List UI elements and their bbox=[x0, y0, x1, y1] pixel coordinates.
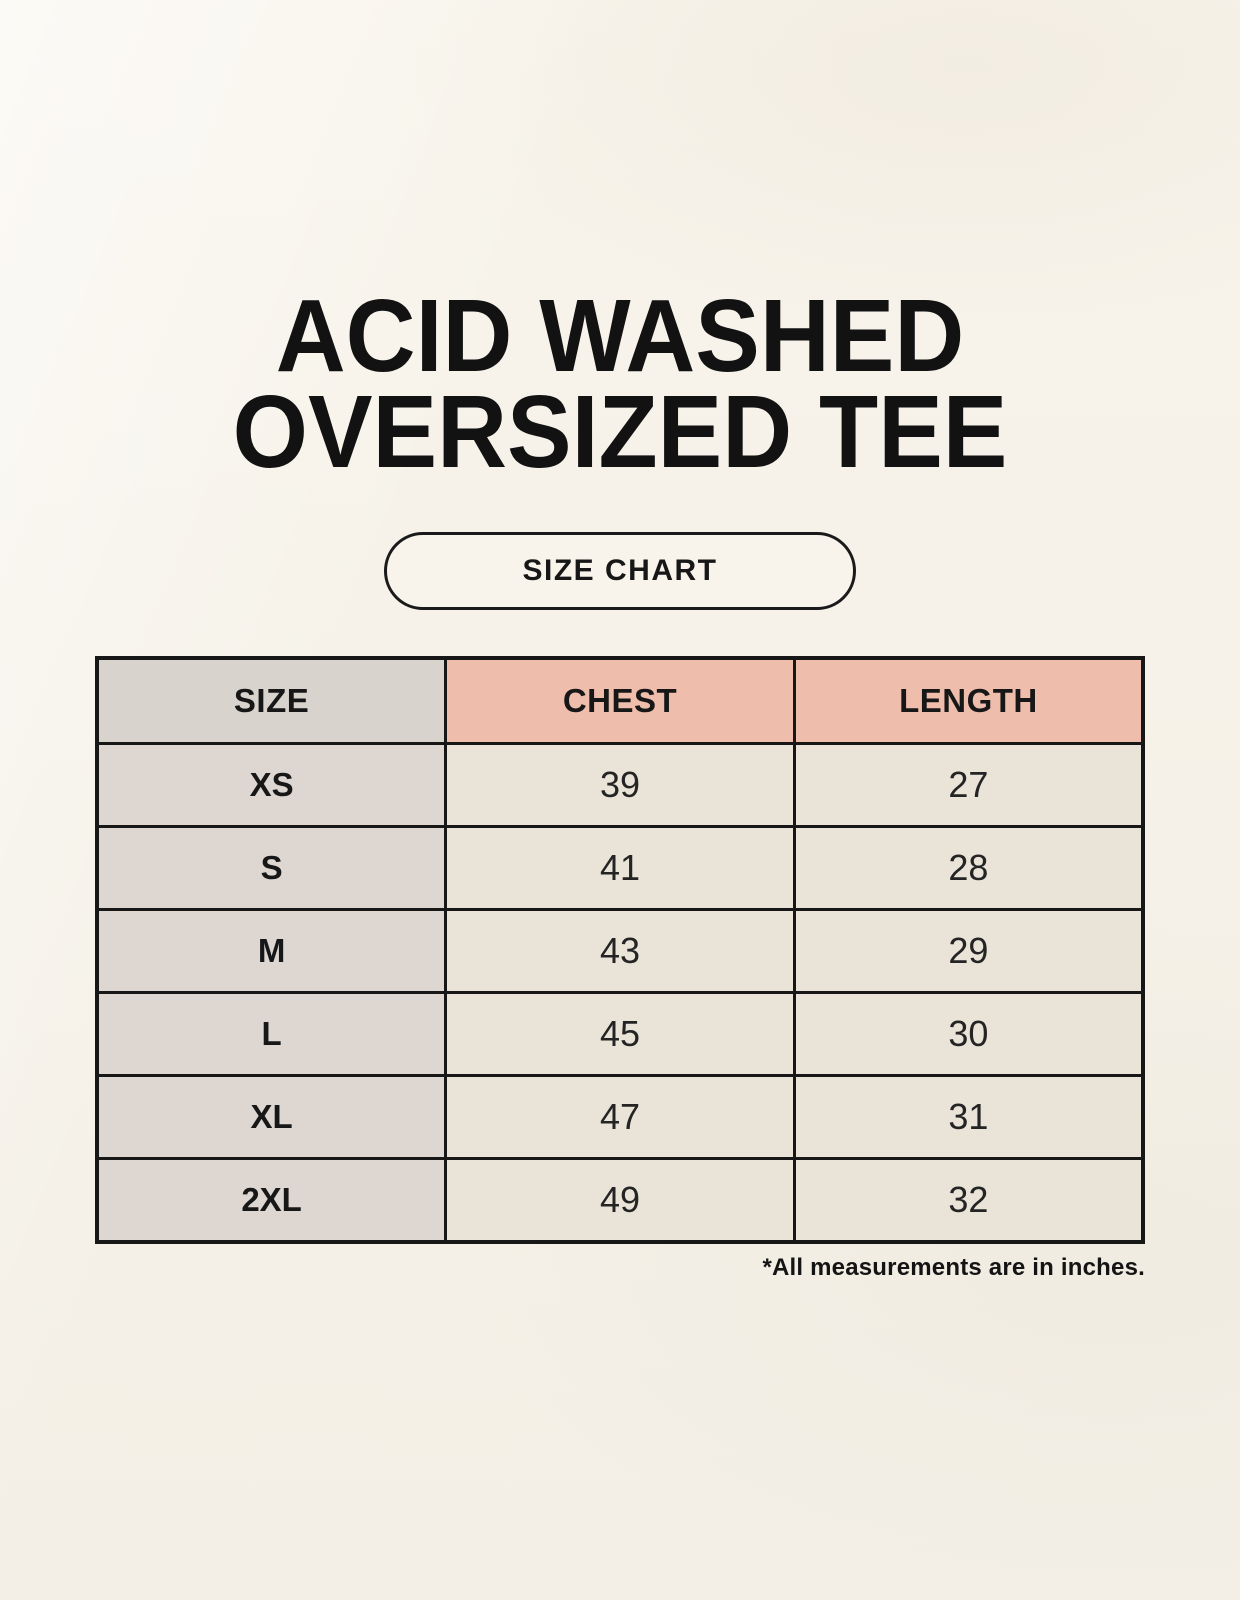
chest-value: 47 bbox=[444, 1074, 796, 1161]
length-value: 27 bbox=[792, 742, 1145, 829]
chest-value: 49 bbox=[444, 1157, 796, 1244]
table-row-2xl: 2XL 49 32 bbox=[95, 1157, 1145, 1244]
size-chart-button[interactable]: SIZE CHART bbox=[384, 531, 856, 610]
length-value: 31 bbox=[792, 1074, 1145, 1161]
product-title: ACID WASHED OVERSIZED TEE bbox=[37, 278, 1203, 489]
table-row-xl: XL 47 31 bbox=[95, 1074, 1145, 1161]
table-header-row: SIZE CHEST LENGTH bbox=[95, 656, 1145, 746]
size-label: M bbox=[95, 908, 448, 995]
header-length: LENGTH bbox=[792, 656, 1145, 746]
measurements-footnote: *All measurements are in inches. bbox=[762, 1253, 1145, 1281]
chest-value: 41 bbox=[444, 825, 796, 912]
size-label: XS bbox=[95, 742, 448, 829]
length-value: 29 bbox=[792, 908, 1145, 995]
chest-value: 43 bbox=[444, 908, 796, 995]
length-value: 30 bbox=[792, 991, 1145, 1078]
chest-value: 45 bbox=[444, 991, 796, 1078]
size-label: S bbox=[95, 825, 448, 912]
size-label: L bbox=[95, 991, 448, 1078]
header-chest: CHEST bbox=[444, 656, 796, 746]
size-chart-table: SIZE CHEST LENGTH XS 39 27 S 41 28 M 43 … bbox=[95, 655, 1145, 1244]
table-row-m: M 43 29 bbox=[95, 908, 1145, 995]
header-size: SIZE bbox=[95, 656, 448, 746]
length-value: 32 bbox=[792, 1157, 1145, 1244]
size-chart-button-label: SIZE CHART bbox=[522, 553, 718, 587]
table-row-xs: XS 39 27 bbox=[95, 742, 1145, 829]
length-value: 28 bbox=[792, 825, 1145, 912]
table-row-l: L 45 30 bbox=[95, 991, 1145, 1078]
product-title-line1: ACID WASHED bbox=[275, 278, 965, 393]
chest-value: 39 bbox=[444, 742, 796, 829]
size-label: 2XL bbox=[95, 1157, 448, 1244]
size-label: XL bbox=[95, 1074, 448, 1161]
table-row-s: S 41 28 bbox=[95, 825, 1145, 912]
product-title-line2: OVERSIZED TEE bbox=[232, 373, 1008, 489]
